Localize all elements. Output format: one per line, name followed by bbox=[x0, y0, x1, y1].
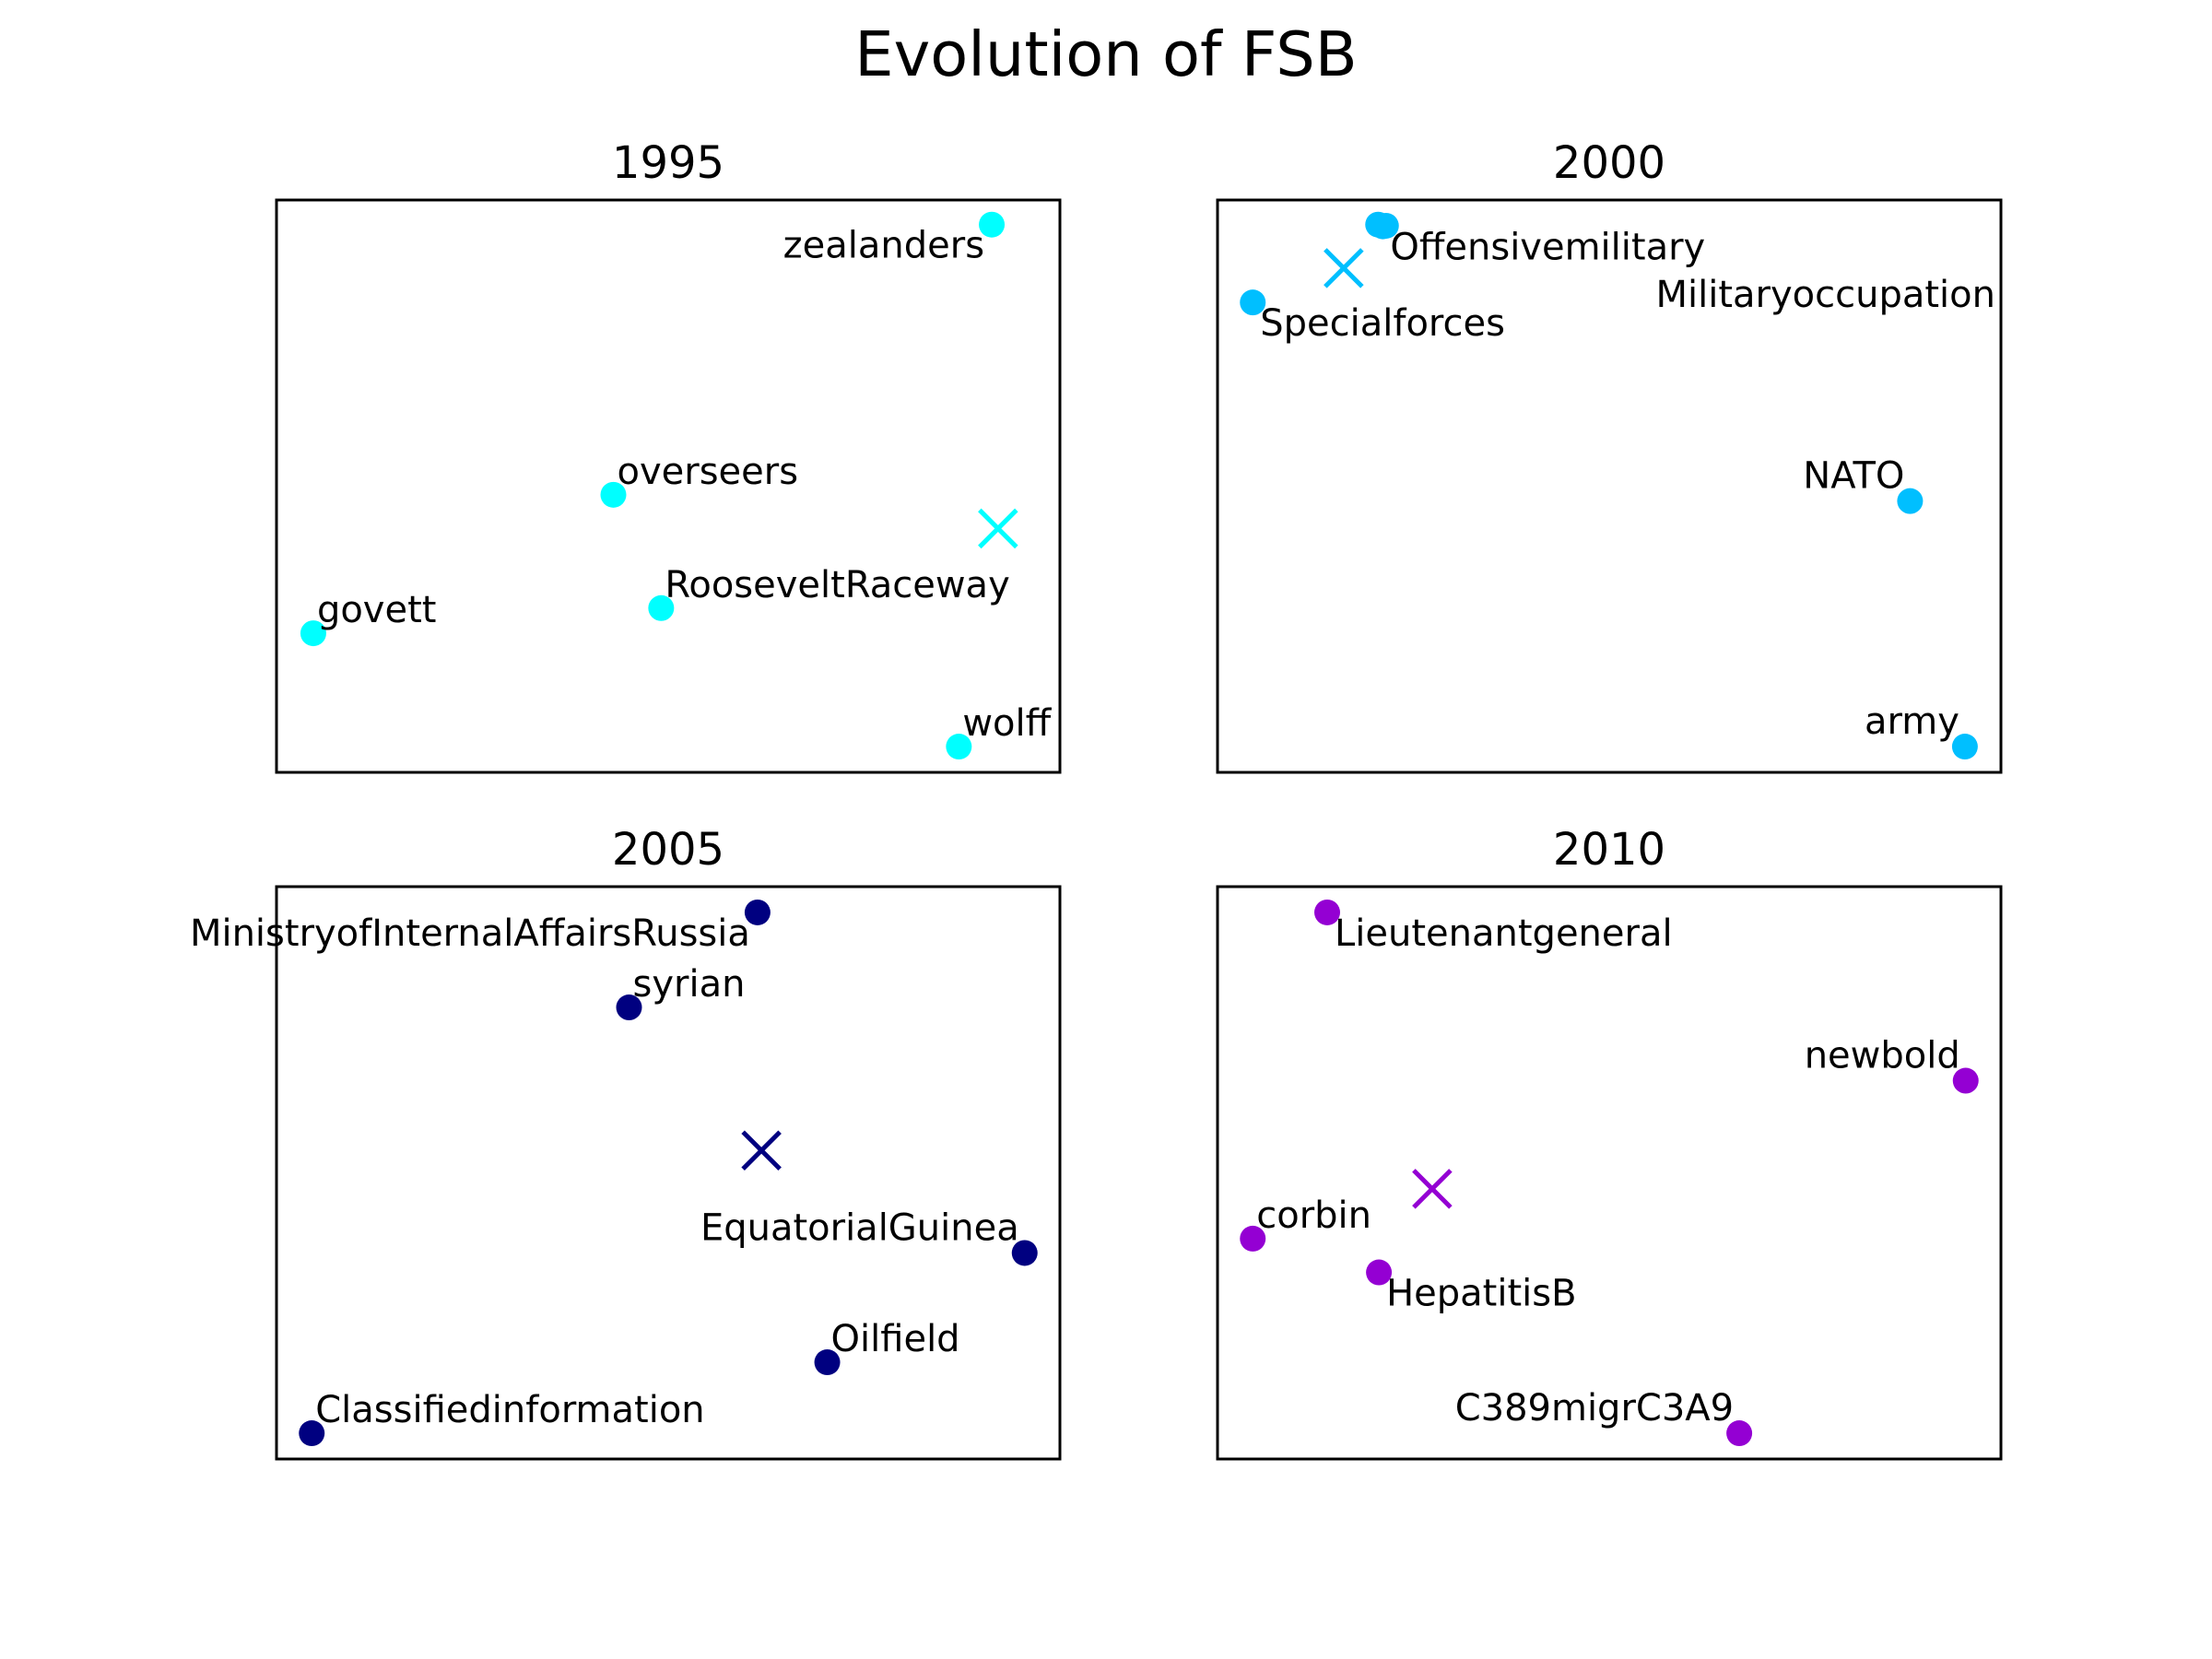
centroid-marker bbox=[1412, 1169, 1453, 1209]
subplot-title: 2010 bbox=[1553, 824, 1665, 876]
centroid-marker bbox=[1324, 248, 1364, 288]
point-label: Oilfield bbox=[831, 1318, 960, 1360]
subplot-2000: 2000 Offensivemilitary Specialforces Milita… bbox=[1216, 137, 2003, 774]
subplots: 1995 zealanders overseers RooseveltRaceway g… bbox=[190, 137, 2003, 1461]
axes-frame bbox=[275, 198, 1062, 774]
point-label: corbin bbox=[1256, 1194, 1371, 1237]
data-point bbox=[300, 620, 326, 647]
data-point bbox=[1897, 488, 1924, 514]
subplot-2005: 2005 MinistryofInternalAffairsRussia syria… bbox=[190, 824, 1062, 1461]
data-point bbox=[1951, 734, 1978, 760]
data-point bbox=[814, 1349, 841, 1376]
point-label: NATO bbox=[1803, 455, 1904, 498]
chart-title: Evolution of FSB bbox=[854, 18, 1357, 90]
data-point bbox=[744, 899, 771, 925]
point-label: MinistryofInternalAffairsRussia bbox=[190, 912, 750, 955]
data-point bbox=[1240, 289, 1266, 316]
subplot-title: 2005 bbox=[612, 824, 724, 876]
point-label: HepatitisB bbox=[1386, 1273, 1576, 1315]
data-point bbox=[1366, 1259, 1393, 1286]
subplot-2010: 2010 Lieutenantgeneral newbold corbin Hepati… bbox=[1216, 824, 2003, 1461]
subplot-title: 1995 bbox=[612, 137, 724, 189]
axes-frame bbox=[1216, 885, 2003, 1461]
point-label: newbold bbox=[1805, 1035, 1960, 1077]
point-label: C389migrC3A9 bbox=[1455, 1387, 1734, 1430]
axes-frame bbox=[275, 885, 1062, 1461]
subplot-1995: 1995 zealanders overseers RooseveltRaceway g… bbox=[275, 137, 1062, 774]
data-point bbox=[600, 481, 627, 508]
point-label: RooseveltRaceway bbox=[665, 564, 1009, 606]
data-point bbox=[616, 994, 642, 1021]
data-point bbox=[946, 734, 972, 760]
centroid-marker bbox=[741, 1130, 782, 1171]
data-point bbox=[1372, 212, 1399, 239]
point-label: overseers bbox=[618, 451, 799, 493]
point-label: Classifiedinformation bbox=[315, 1389, 704, 1431]
data-point bbox=[1011, 1240, 1038, 1266]
subplot-title: 2000 bbox=[1553, 137, 1665, 189]
data-point bbox=[648, 594, 675, 621]
data-point bbox=[1314, 899, 1340, 925]
point-label: Lieutenantgeneral bbox=[1335, 912, 1673, 955]
data-point bbox=[1952, 1067, 1979, 1094]
centroid-marker bbox=[978, 508, 1018, 549]
point-label: Specialforces bbox=[1260, 302, 1505, 345]
point-label: wolff bbox=[962, 702, 1052, 745]
data-point bbox=[979, 211, 1006, 238]
data-point bbox=[1726, 1420, 1753, 1447]
axes-frame bbox=[1216, 198, 2003, 774]
point-label: EquatorialGuinea bbox=[700, 1206, 1019, 1249]
point-label: Militaryoccupation bbox=[1656, 274, 1996, 316]
point-label: zealanders bbox=[783, 225, 984, 267]
point-label: govett bbox=[317, 589, 437, 631]
data-point bbox=[299, 1420, 325, 1447]
point-label: syrian bbox=[633, 963, 746, 1006]
point-label: army bbox=[1865, 700, 1959, 743]
data-point bbox=[1240, 1225, 1266, 1252]
point-label: Offensivemilitary bbox=[1390, 227, 1705, 269]
